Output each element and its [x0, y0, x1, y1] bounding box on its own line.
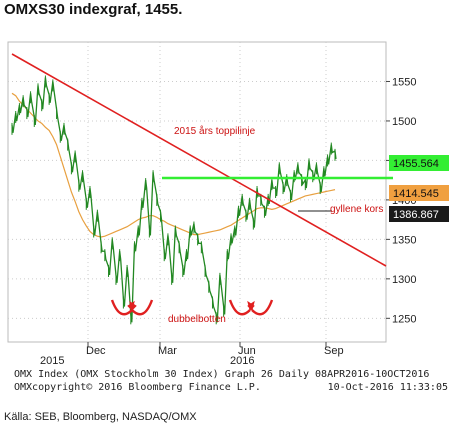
x-year-label: 2016 [230, 355, 254, 367]
y-tick-label: 1550 [392, 76, 416, 88]
x-tick-label: Mar [158, 345, 177, 357]
x-tick-label: Sep [324, 345, 344, 357]
overlays [11, 53, 393, 316]
footer-line-1: OMX Index (OMX Stockholm 30 Index) Graph… [14, 369, 429, 380]
moving-average-badge-box [389, 185, 449, 201]
arrow-right-bottom-1 [131, 299, 154, 316]
y-tick-label: 1500 [392, 116, 416, 128]
page-title: OMXS30 indexgraf, 1455. [4, 1, 183, 18]
resistance-annotation: 2015 års toppilinje [174, 125, 256, 137]
x-tick-label: Dec [86, 345, 106, 357]
plot-area [7, 41, 387, 343]
arrow-left-bottom-2 [228, 299, 251, 316]
y-tick-label: 1300 [392, 274, 416, 286]
double-bottom-annotation: dubbelbotten [168, 314, 226, 325]
resistance-trendline [11, 53, 387, 267]
y-tick-label: 1350 [392, 234, 416, 246]
arrow-right-bottom-2 [251, 299, 274, 316]
x-tick-label: Jun [238, 345, 256, 357]
arrow-left-bottom-1 [110, 299, 133, 316]
footer-line-2-right: 10-Oct-2016 11:33:05 [328, 382, 448, 393]
support-level-badge-box [389, 206, 449, 222]
last-price-badge-label: 1455.564 [393, 158, 439, 170]
golden-cross-annotation: gyllene kors [330, 204, 383, 215]
last-price-badge-box [389, 155, 449, 171]
x-axis: Dec Mar Jun Sep 2015 2016 [40, 342, 344, 367]
arrow-right-bottom-2-head [247, 300, 255, 311]
arrow-right-bottom-1-head [127, 300, 135, 311]
moving-average-badge-label: 1414.545 [393, 188, 439, 200]
x-year-label: 2015 [40, 355, 64, 367]
source-note: Källa: SEB, Bloomberg, NASDAQ/OMX [4, 411, 197, 423]
footer-line-2-left: OMXcopyright© 2016 Bloomberg Finance L.P… [14, 382, 261, 393]
value-badges: 1455.564 1414.545 1386.867 [389, 155, 449, 222]
y-tick-label: 1250 [392, 313, 416, 325]
support-level-badge-label: 1386.867 [393, 209, 439, 221]
